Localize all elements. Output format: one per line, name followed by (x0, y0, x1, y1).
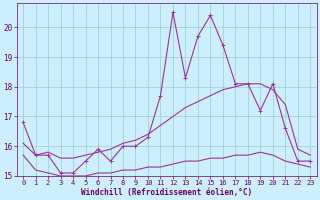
X-axis label: Windchill (Refroidissement éolien,°C): Windchill (Refroidissement éolien,°C) (81, 188, 252, 197)
